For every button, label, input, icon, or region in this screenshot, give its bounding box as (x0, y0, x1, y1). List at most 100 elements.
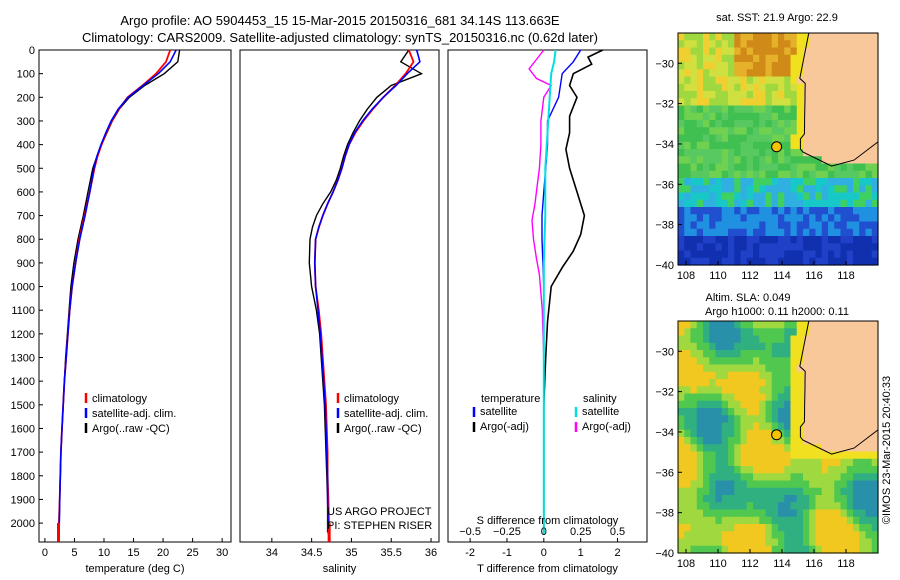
sla-map-cell (828, 437, 835, 445)
sla-map-cell (846, 371, 854, 380)
sst-map-cell (703, 221, 710, 230)
sst-map-cell (809, 62, 817, 70)
sst-map-cell (740, 54, 748, 63)
sla-map-cell (871, 342, 879, 351)
sla-map-cell (871, 495, 879, 503)
sst-map-cell (809, 228, 817, 237)
sla-map-cell (778, 357, 785, 366)
sst-map-cell (759, 76, 767, 85)
sst-map-cell (846, 170, 854, 179)
sst-map-cell (721, 149, 729, 157)
sla-map-cell (765, 386, 773, 395)
x-tick-label-sal: 34.5 (301, 547, 322, 559)
sst-map-cell (703, 76, 710, 85)
sla-map-cell (834, 386, 842, 395)
sst-map-cell (828, 243, 835, 252)
sst-map-cell (790, 69, 798, 78)
sla-map-cell (734, 437, 742, 445)
sla-map-cell (803, 458, 810, 467)
sla-map-cell (678, 531, 685, 540)
sla-map-cell (703, 408, 710, 416)
sst-map-cell (703, 199, 710, 208)
sla-map-cell (709, 386, 717, 395)
sla-map-cell (709, 509, 717, 518)
sla-map-cell (703, 545, 710, 554)
sst-map-cell (840, 178, 848, 186)
sst-map-cell (865, 62, 873, 70)
sla-map-cell (871, 458, 879, 467)
sst-map-cell (846, 141, 854, 150)
sla-map-cell (815, 393, 823, 402)
sst-map-cell (746, 236, 754, 244)
sla-map-cell (828, 335, 835, 344)
sla-map-cell (796, 487, 804, 496)
sst-map-cell (703, 178, 710, 186)
sst-map-cell (759, 243, 767, 252)
series-sat-temp (58, 49, 177, 535)
sla-map-cell (703, 350, 710, 358)
sst-map-cell (859, 141, 867, 150)
sst-map-cell (759, 141, 767, 150)
sst-map-cell (865, 214, 873, 223)
sst-map-cell (809, 178, 817, 186)
sst-map-cell (778, 149, 785, 157)
sst-map-cell (784, 250, 792, 259)
sla-map-cell (684, 422, 692, 431)
sst-map-cell (753, 199, 760, 208)
sst-map-cell (703, 236, 710, 244)
sla-map-cell (821, 437, 829, 445)
legend-label-temp: satellite-adj. clim. (92, 408, 176, 420)
sst-map-cell (728, 250, 735, 259)
sla-map-cell (678, 480, 685, 489)
sst-map-cell (865, 33, 873, 41)
sla-map-cell (765, 487, 773, 496)
y-tick-label: 0 (29, 45, 35, 57)
sst-map-cell (690, 127, 698, 136)
sla-map-cell (759, 350, 767, 358)
sla-map-cell (828, 466, 835, 474)
sla-map-cell (765, 545, 773, 554)
sst-map-cell (853, 221, 860, 230)
sla-map-cell (734, 393, 742, 402)
sla-map-cell (809, 495, 817, 503)
sst-map-cell (821, 163, 829, 172)
sst-map-cell (709, 199, 717, 208)
sst-map-cell (865, 207, 873, 215)
sst-map-cell (759, 163, 767, 172)
sla-map-cell (853, 335, 860, 344)
sst-map-cell (784, 236, 792, 244)
sla-map-cell (753, 335, 760, 344)
sst-map-cell (690, 83, 698, 92)
x-tick-label-sdiff: −0.25 (493, 526, 521, 538)
sst-map-cell (678, 33, 685, 41)
sla-map-cell (765, 524, 773, 532)
sla-map-cell (678, 415, 685, 424)
sla-map-cell (853, 480, 860, 489)
sla-map-cell (746, 524, 754, 532)
sla-map-cell (678, 487, 685, 496)
sla-map-cell (696, 495, 704, 503)
sst-map-cell (684, 214, 692, 223)
sst-map-cell (859, 236, 867, 244)
sst-map-cell (803, 47, 810, 56)
sst-map-cell (778, 105, 785, 114)
sst-map-cell (684, 156, 692, 165)
sst-map-cell (809, 47, 817, 56)
sla-map-cell (821, 444, 829, 453)
sst-map-cell (759, 112, 767, 121)
sla-map-cell (678, 451, 685, 460)
legend-label-sal: Argo(..raw -QC) (344, 423, 422, 435)
sst-map-cell (678, 91, 685, 99)
sla-map-cell (771, 393, 779, 402)
sla-map-cell (834, 487, 842, 496)
sst-map-cell (765, 228, 773, 237)
sst-map-cell (790, 236, 798, 244)
sst-map-cell (715, 83, 723, 92)
sla-map-cell (753, 422, 760, 431)
sla-map-cell (728, 480, 735, 489)
sla-map-cell (834, 321, 842, 329)
sst-map-cell (721, 170, 729, 179)
sla-map-cell (715, 321, 723, 329)
sst-map-cell (728, 76, 735, 85)
sla-map-cell (815, 357, 823, 366)
